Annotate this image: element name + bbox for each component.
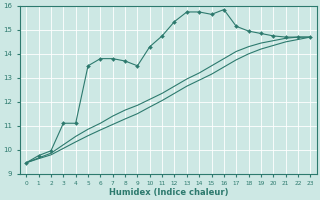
X-axis label: Humidex (Indice chaleur): Humidex (Indice chaleur) [108,188,228,197]
